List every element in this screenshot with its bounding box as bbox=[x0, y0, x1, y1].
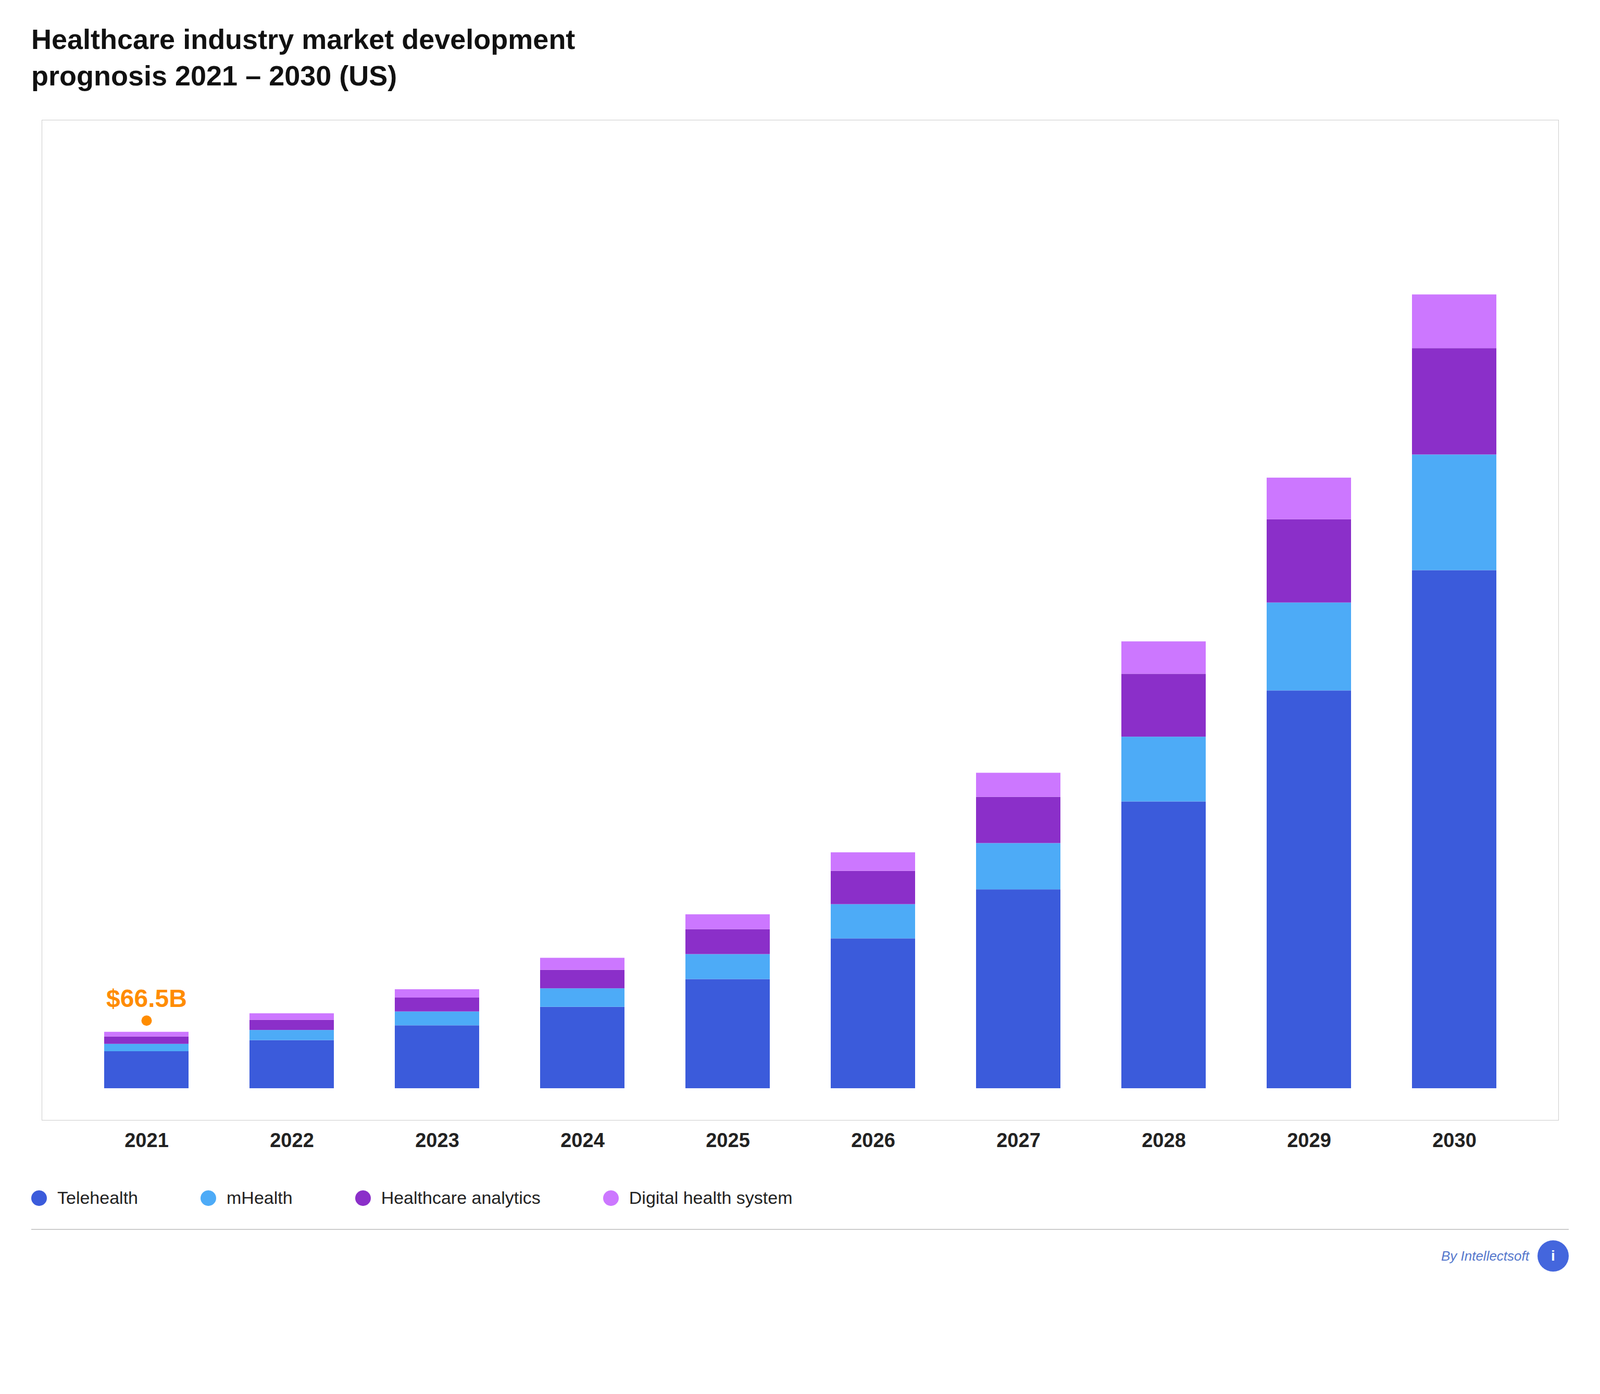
html-text:Healthcare analytics: Healthcare analytics bbox=[381, 1187, 541, 1208]
svg-text:2024: 2024 bbox=[560, 1129, 605, 1152]
svg-text:2029: 2029 bbox=[1286, 1129, 1332, 1152]
svg-text:2021: 2021 bbox=[124, 1129, 169, 1152]
html-text:i: i bbox=[1551, 1247, 1556, 1264]
svg-text:2022: 2022 bbox=[269, 1129, 315, 1152]
svg-text:2028: 2028 bbox=[1141, 1129, 1186, 1152]
svg-text:$66.5B: $66.5B bbox=[106, 984, 187, 1013]
svg-text:2027: 2027 bbox=[996, 1129, 1041, 1152]
svg-text:2025: 2025 bbox=[705, 1129, 750, 1152]
html-text:Digital health system: Digital health system bbox=[629, 1187, 793, 1208]
svg-text:2023: 2023 bbox=[415, 1129, 460, 1152]
html-text:Healthcare industry market dev: Healthcare industry market development p… bbox=[31, 23, 576, 92]
svg-text:2026: 2026 bbox=[851, 1129, 896, 1152]
html-text:mHealth: mHealth bbox=[226, 1187, 293, 1208]
svg-text:2030: 2030 bbox=[1432, 1129, 1477, 1152]
html-text:Telehealth: Telehealth bbox=[57, 1187, 139, 1208]
html-text:By Intellectsoft: By Intellectsoft bbox=[1441, 1247, 1530, 1264]
